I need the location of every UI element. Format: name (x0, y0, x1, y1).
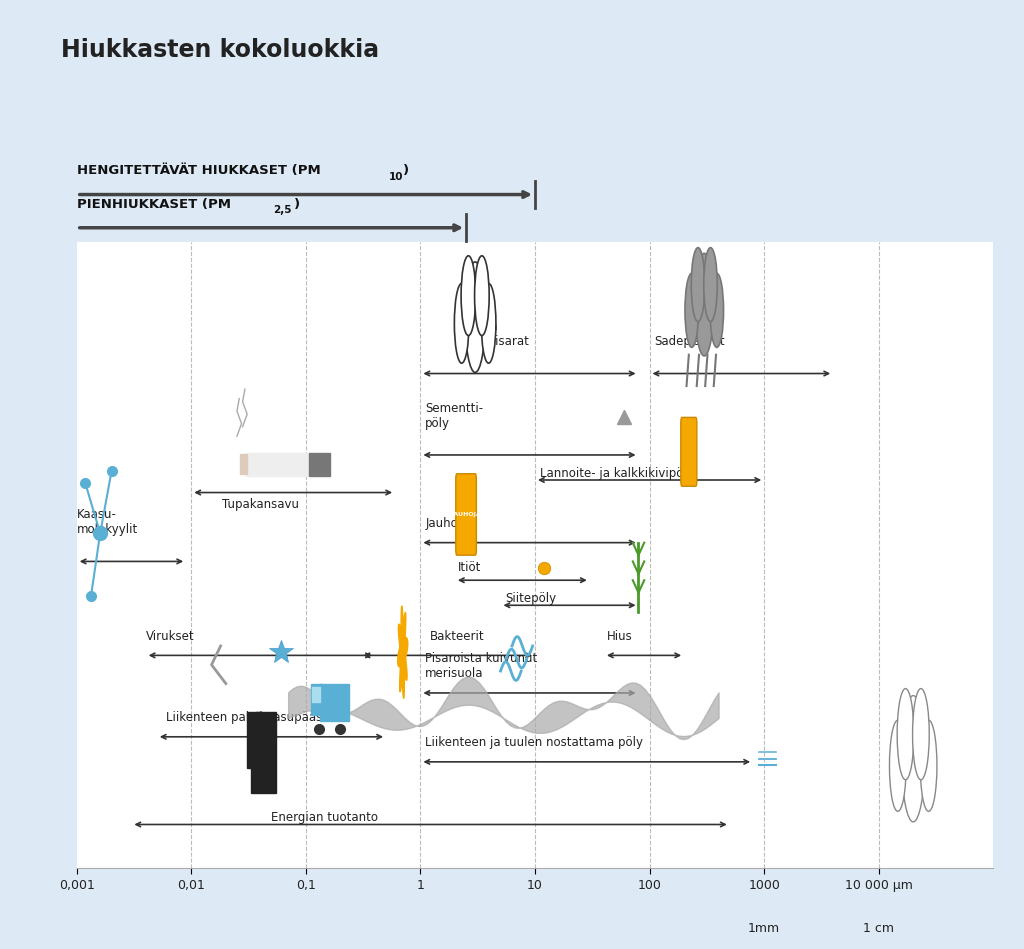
Text: Energian tuotanto: Energian tuotanto (271, 811, 379, 825)
Text: Sementti-
pöly: Sementti- pöly (425, 401, 483, 430)
Bar (251, 712, 276, 793)
Text: JAUHOJA: JAUHOJA (452, 512, 481, 517)
Bar (312, 687, 321, 702)
Text: Siitepöly: Siitepöly (505, 592, 556, 605)
Text: Sadepisarat: Sadepisarat (654, 336, 725, 348)
Text: 2,5: 2,5 (273, 205, 292, 215)
Bar (321, 683, 349, 721)
Text: Pisaroista kuivunut
merisuola: Pisaroista kuivunut merisuola (425, 652, 538, 680)
Text: Kaasu-
molekyylit: Kaasu- molekyylit (77, 509, 138, 536)
Bar (256, 712, 260, 755)
Text: 1 cm: 1 cm (863, 921, 894, 935)
Text: Hiukkasten kokoluokkia: Hiukkasten kokoluokkia (61, 38, 380, 62)
Text: Liikenteen pakokaasupäästöt: Liikenteen pakokaasupäästöt (166, 712, 339, 724)
Text: Tupakansavu: Tupakansavu (222, 498, 299, 512)
Bar (246, 453, 309, 475)
Text: Virukset: Virukset (145, 630, 195, 642)
Bar (247, 712, 251, 768)
FancyBboxPatch shape (456, 474, 476, 555)
Text: Pilvi- ja
sumupisarat: Pilvi- ja sumupisarat (455, 321, 528, 348)
Bar (309, 453, 330, 475)
Text: HENGITETTÄVÄT HIUKKASET (PM: HENGITETTÄVÄT HIUKKASET (PM (77, 164, 321, 177)
Text: PIENHIUKKASET (PM: PIENHIUKKASET (PM (77, 197, 230, 211)
Polygon shape (397, 606, 408, 698)
Text: Hius: Hius (606, 630, 632, 642)
Text: 10: 10 (389, 172, 403, 182)
Bar (311, 683, 323, 715)
Text: Bakteerit: Bakteerit (429, 630, 484, 642)
Text: Lannoite- ja kalkkikivipöly: Lannoite- ja kalkkikivipöly (540, 467, 693, 480)
Text: 1mm: 1mm (749, 921, 780, 935)
Text: Itiöt: Itiöt (458, 561, 481, 574)
Text: Liikenteen ja tuulen nostattama pöly: Liikenteen ja tuulen nostattama pöly (425, 736, 643, 750)
Bar (241, 455, 247, 474)
Text: Jauhot: Jauhot (425, 517, 463, 530)
FancyBboxPatch shape (681, 418, 697, 486)
Text: ): ) (294, 197, 300, 211)
Text: ): ) (402, 164, 409, 177)
